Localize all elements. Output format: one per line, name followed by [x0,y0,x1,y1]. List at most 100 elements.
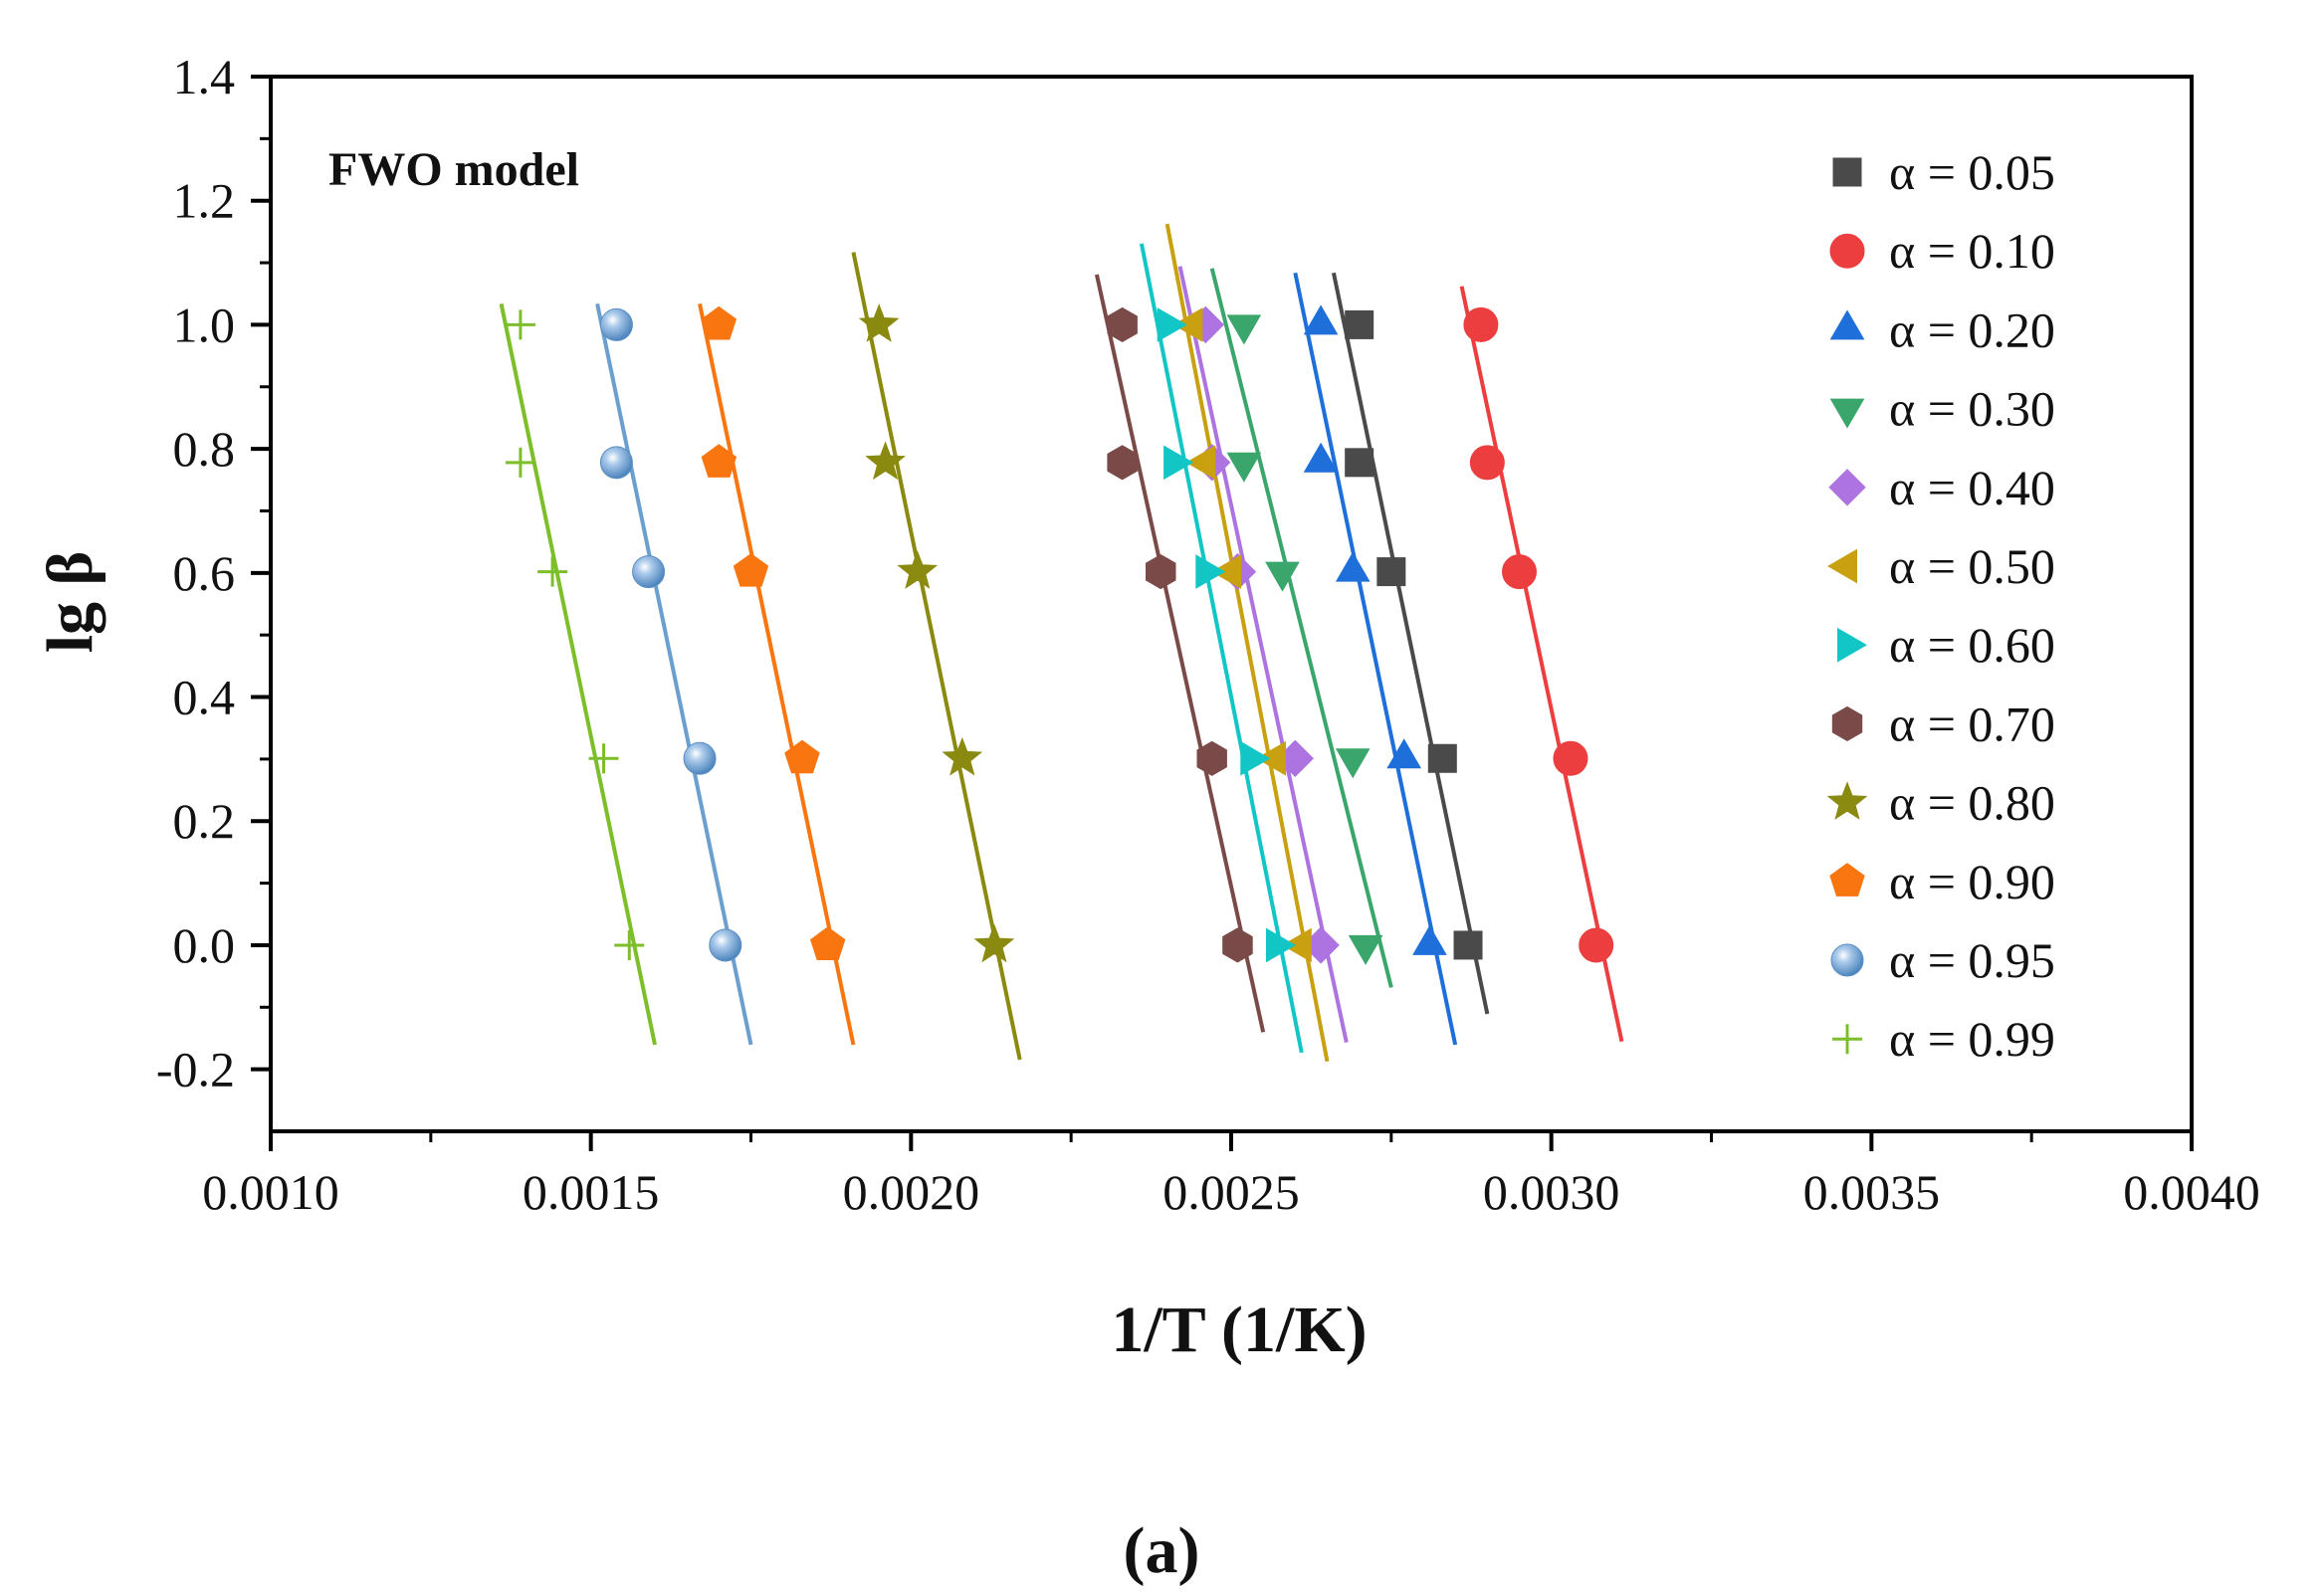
data-point-series-3 [1335,748,1371,779]
legend-marker-4 [1828,469,1866,506]
data-point-series-3 [1226,452,1262,483]
legend-label-0: α = 0.05 [1889,144,2055,200]
data-point-series-1 [1553,740,1588,776]
data-point-series-11 [588,743,619,774]
legend-label-1: α = 0.10 [1889,223,2055,279]
data-point-series-6 [1266,927,1297,963]
fit-line-series-7 [1094,274,1266,1033]
data-point-series-6 [1240,740,1271,776]
y-tick-label: -0.2 [156,1042,235,1097]
x-axis-label: 1/T (1/K) [1111,1294,1367,1366]
legend-marker-0 [1832,157,1862,187]
data-point-series-0 [1376,557,1406,587]
data-point-series-10 [632,555,666,589]
y-tick-label: 1.2 [173,173,236,229]
data-point-series-7 [1196,740,1227,776]
data-point-series-9 [810,926,846,960]
data-point-series-3 [1226,314,1262,345]
legend-label-7: α = 0.70 [1889,696,2055,751]
data-point-series-9 [701,305,738,340]
x-tick-label: 0.0020 [843,1164,980,1220]
x-tick-label: 0.0010 [202,1164,339,1220]
x-tick-label: 0.0030 [1483,1164,1620,1220]
data-point-series-3 [1265,561,1300,592]
data-point-series-1 [1463,306,1499,342]
fit-line-series-5 [1164,223,1330,1063]
data-point-series-10 [599,307,633,341]
data-point-series-6 [1195,554,1226,589]
data-point-series-5 [1185,445,1216,481]
data-point-series-5 [1172,307,1203,342]
data-point-series-10 [599,446,633,480]
legend-label-9: α = 0.90 [1889,854,2055,909]
data-point-series-7 [1107,445,1138,481]
data-point-series-5 [1255,740,1286,776]
legend-marker-11 [1832,1024,1862,1055]
legend-label-10: α = 0.95 [1889,932,2055,988]
data-point-series-0 [1453,930,1483,960]
data-point-series-2 [1386,738,1422,769]
y-tick-label: 0.4 [173,670,236,725]
fit-line-series-2 [1293,272,1458,1046]
data-point-series-3 [1348,934,1383,965]
fit-line-series-10 [595,302,753,1046]
legend-label-2: α = 0.20 [1889,301,2055,357]
data-point-series-0 [1345,448,1374,478]
fit-lines-layer [499,223,1624,1063]
data-point-series-1 [1579,927,1614,963]
data-point-series-6 [1163,445,1194,481]
data-point-series-8 [865,441,906,481]
y-tick-label: 0.8 [173,421,236,477]
fit-line-series-6 [1139,243,1304,1054]
data-point-series-11 [505,309,535,340]
legend-label-6: α = 0.60 [1889,617,2055,673]
legend-label-3: α = 0.30 [1889,381,2055,437]
data-point-series-0 [1345,309,1374,339]
y-tick-label: 1.0 [173,297,236,352]
data-point-series-10 [683,741,717,775]
legend-marker-5 [1827,548,1857,584]
legend-marker-2 [1829,309,1865,340]
legend-marker-10 [1830,943,1864,977]
data-point-series-7 [1222,927,1253,963]
data-point-series-5 [1210,554,1241,589]
figure-caption: (a) [1124,1514,1200,1587]
data-point-series-11 [537,556,568,587]
data-point-series-7 [1146,554,1176,590]
fwo-model-annotation: FWO model [328,143,579,196]
fit-line-series-4 [1177,266,1349,1043]
fit-line-series-9 [698,302,856,1046]
legend-marker-7 [1831,705,1863,741]
data-point-series-9 [701,444,738,478]
y-tick-label: 0.6 [173,545,236,601]
data-point-series-11 [505,447,535,478]
data-point-series-8 [858,302,900,342]
legend-label-5: α = 0.50 [1889,538,2055,594]
data-point-series-9 [784,739,820,774]
fit-line-series-1 [1459,286,1624,1043]
data-point-series-1 [1502,554,1537,590]
data-point-series-1 [1469,445,1505,481]
legend-label-8: α = 0.80 [1889,775,2055,831]
x-tick-label: 0.0015 [523,1164,660,1220]
data-point-series-11 [614,929,645,960]
legend-marker-1 [1829,233,1865,269]
x-tick-label: 0.0025 [1162,1164,1300,1220]
legend: α = 0.05 α = 0.10 α = 0.20 α = 0.30 α = 0.40… [1826,144,2055,1067]
y-tick-label: 0.0 [173,917,236,973]
fit-line-series-11 [499,302,657,1046]
legend-marker-8 [1826,781,1868,820]
legend-marker-3 [1829,398,1865,429]
fit-line-series-0 [1331,272,1490,1015]
data-point-series-2 [1335,551,1371,582]
data-point-series-10 [709,928,742,962]
data-point-series-7 [1107,306,1138,342]
data-point-series-5 [1281,927,1312,963]
y-axis-label: lg β [34,551,106,654]
fit-line-series-8 [851,252,1022,1061]
data-point-series-9 [733,552,769,587]
data-point-series-2 [1412,924,1447,955]
legend-marker-6 [1837,627,1867,663]
legend-label-11: α = 0.99 [1889,1011,2055,1067]
